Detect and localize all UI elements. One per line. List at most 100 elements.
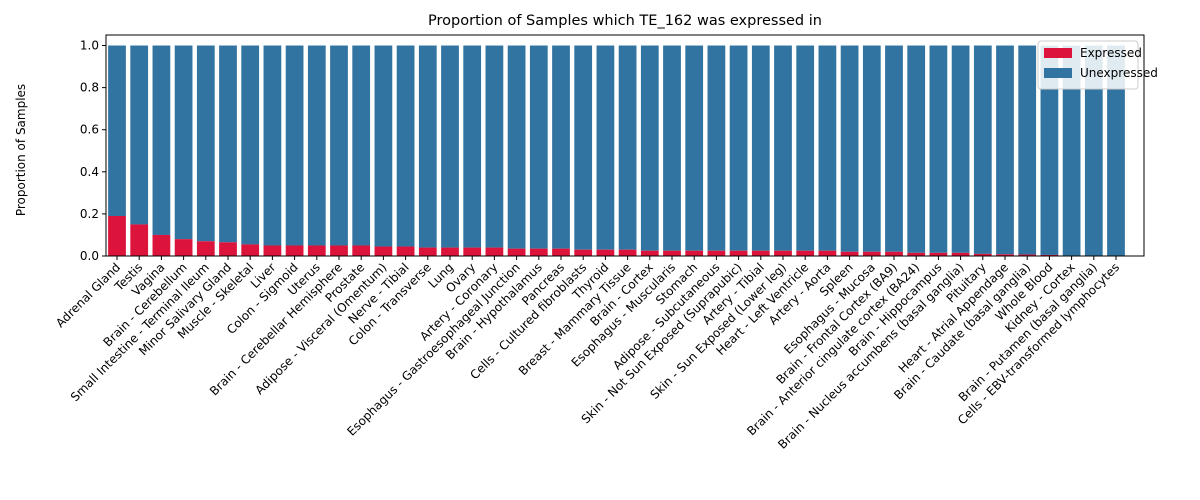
bar-expressed	[862, 251, 881, 256]
y-tick-label: 0.0	[80, 249, 99, 263]
bar-expressed	[130, 224, 149, 256]
bar-unexpressed	[330, 45, 348, 246]
bar-expressed	[951, 252, 970, 256]
bar-unexpressed	[1084, 45, 1103, 257]
bar-unexpressed	[707, 45, 726, 251]
bar-expressed	[330, 245, 348, 256]
bar-expressed	[307, 245, 326, 256]
bar-expressed	[529, 248, 548, 256]
bar-expressed	[818, 250, 837, 256]
bar-expressed	[707, 250, 726, 256]
bar-unexpressed	[285, 45, 304, 246]
bar-unexpressed	[751, 45, 770, 251]
bar-unexpressed	[396, 45, 415, 247]
y-tick-label: 0.2	[80, 207, 99, 221]
bar-unexpressed	[996, 45, 1014, 255]
bar-unexpressed	[529, 45, 548, 249]
bar-unexpressed	[885, 45, 903, 252]
bar-expressed	[840, 251, 859, 256]
bar-expressed	[907, 252, 926, 256]
bar-unexpressed	[574, 45, 593, 250]
bar-unexpressed	[862, 45, 881, 252]
bar-expressed	[441, 247, 459, 256]
bar-expressed	[485, 247, 504, 256]
bar-unexpressed	[1018, 45, 1037, 255]
bar-unexpressed	[441, 45, 459, 248]
bar-expressed	[152, 234, 171, 256]
bar-expressed	[507, 248, 526, 256]
bar-unexpressed	[485, 45, 504, 248]
bar-unexpressed	[219, 45, 237, 243]
bar-expressed	[574, 249, 593, 256]
bar-unexpressed	[951, 45, 970, 253]
x-tick-label: Adrenal Gland	[53, 260, 123, 330]
bar-unexpressed	[729, 45, 748, 251]
bar-expressed	[263, 245, 282, 256]
bar-unexpressed	[463, 45, 482, 248]
y-tick-label: 1.0	[80, 39, 99, 53]
bar-unexpressed	[263, 45, 282, 246]
bar-expressed	[374, 246, 393, 256]
bar-expressed	[774, 250, 792, 256]
bar-expressed	[618, 249, 637, 256]
bar-expressed	[885, 251, 903, 256]
chart-title: Proportion of Samples which TE_162 was e…	[428, 13, 822, 29]
bar-expressed	[685, 250, 704, 256]
bar-unexpressed	[907, 45, 926, 253]
bar-expressed	[352, 245, 371, 256]
bar-unexpressed	[796, 45, 815, 251]
bar-unexpressed	[818, 45, 837, 251]
legend-label: Expressed	[1080, 46, 1142, 60]
legend-label: Unexpressed	[1080, 66, 1158, 80]
bar-expressed	[996, 254, 1014, 256]
bar-expressed	[174, 239, 193, 256]
bar-expressed	[1040, 254, 1059, 256]
bar-unexpressed	[108, 45, 126, 217]
bar-unexpressed	[130, 45, 149, 225]
bar-unexpressed	[840, 45, 859, 252]
bar-expressed	[196, 241, 215, 256]
bar-expressed	[552, 248, 570, 256]
bar-expressed	[640, 250, 659, 256]
bar-unexpressed	[174, 45, 193, 240]
bar-unexpressed	[418, 45, 437, 248]
bar-expressed	[285, 245, 304, 256]
bar-unexpressed	[152, 45, 171, 235]
bar-unexpressed	[196, 45, 215, 242]
y-tick-label: 0.8	[80, 81, 99, 95]
bar-unexpressed	[929, 45, 948, 253]
plot-frame	[105, 34, 1145, 257]
bar-expressed	[219, 242, 237, 256]
bar-unexpressed	[374, 45, 393, 247]
bar-unexpressed	[241, 45, 260, 245]
bar-unexpressed	[973, 45, 992, 254]
bar-expressed	[796, 250, 815, 256]
bar-unexpressed	[774, 45, 792, 251]
legend: Expressed Unexpressed	[1037, 40, 1158, 90]
bar-expressed	[241, 244, 260, 256]
bar-unexpressed	[1062, 45, 1081, 257]
bar-expressed	[596, 249, 615, 256]
bar-expressed	[108, 216, 126, 256]
bar-expressed	[729, 250, 748, 256]
bar-expressed	[751, 250, 770, 256]
bar-unexpressed	[1040, 45, 1059, 255]
bars-group	[108, 45, 1125, 257]
bar-unexpressed	[507, 45, 526, 249]
bar-unexpressed	[596, 45, 615, 250]
bar-expressed	[973, 253, 992, 256]
bar-expressed	[418, 247, 437, 256]
legend-swatch	[1044, 48, 1072, 58]
legend-swatch	[1044, 68, 1072, 78]
bar-expressed	[396, 246, 415, 256]
y-tick-label: 0.6	[80, 123, 99, 137]
bar-unexpressed	[1107, 45, 1125, 257]
bar-unexpressed	[685, 45, 704, 251]
bar-unexpressed	[307, 45, 326, 246]
bar-unexpressed	[352, 45, 371, 246]
bar-unexpressed	[663, 45, 681, 251]
y-tick-label: 0.4	[80, 165, 99, 179]
bar-unexpressed	[552, 45, 570, 249]
